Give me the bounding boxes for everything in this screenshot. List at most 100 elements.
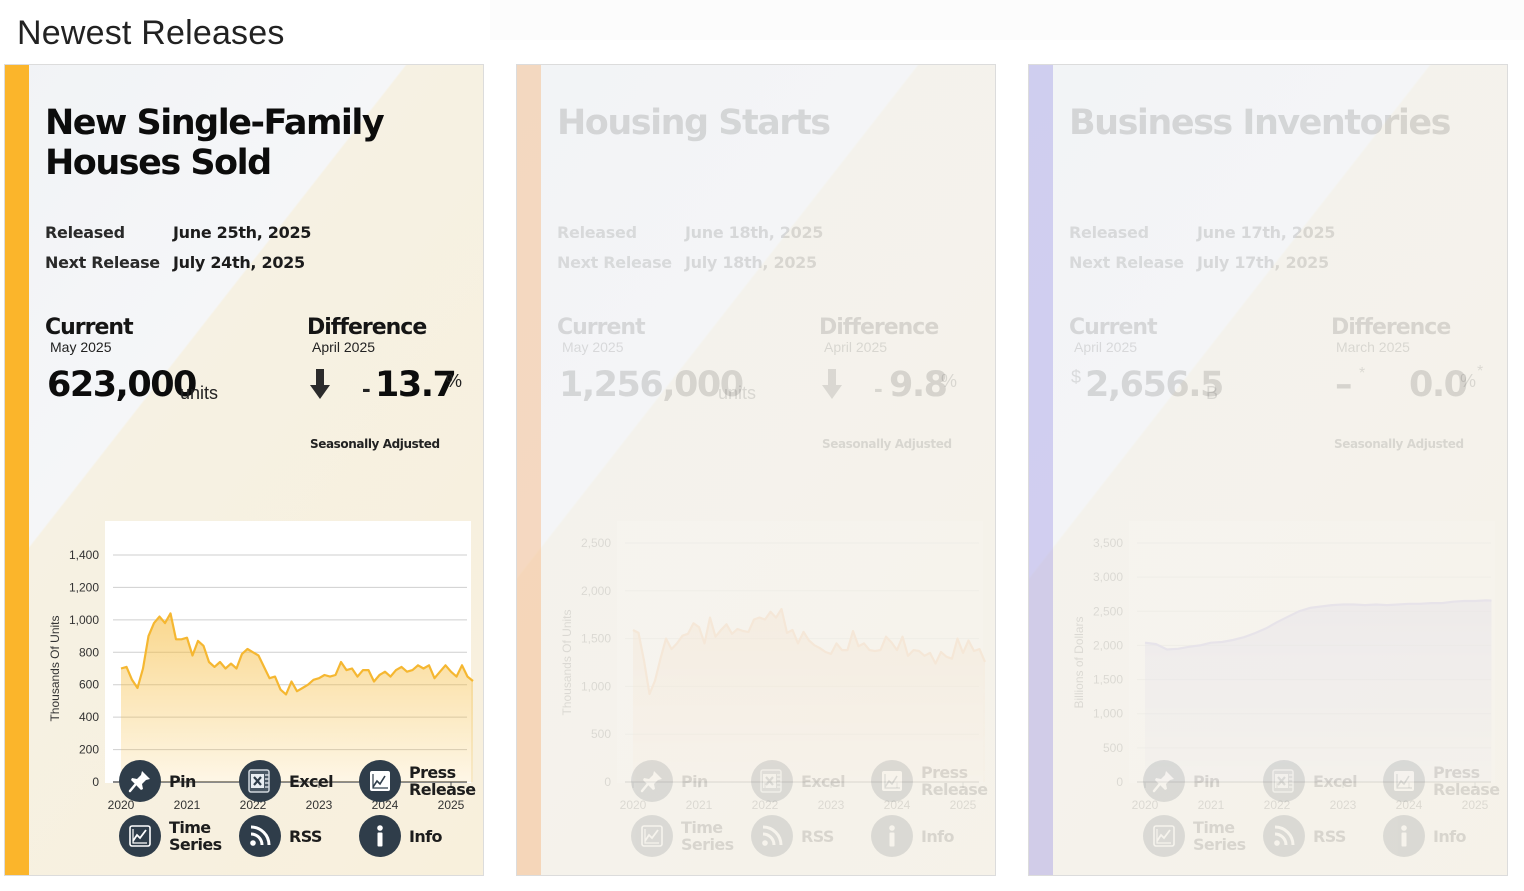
- next-release-date: July 18th, 2025: [685, 253, 817, 272]
- difference-label: Difference: [819, 315, 939, 340]
- press-release-button[interactable]: Press Release: [1383, 760, 1500, 802]
- button-label: Excel: [289, 771, 334, 791]
- button-label: Time Series: [1193, 818, 1246, 854]
- button-label: RSS: [1313, 826, 1346, 846]
- y-tick-label: 0: [92, 775, 99, 789]
- series-line: [120, 612, 474, 696]
- released-date: June 25th, 2025: [173, 223, 312, 242]
- pin-icon: [119, 760, 161, 802]
- y-tick-label: 200: [79, 743, 99, 757]
- footnote-star: *: [1477, 363, 1484, 380]
- x-tick-label: 2024: [1396, 798, 1423, 812]
- x-tick-label: 2023: [818, 798, 845, 812]
- button-label: Pin: [681, 771, 708, 791]
- y-tick-label: 2,500: [581, 536, 611, 550]
- rss-icon: [751, 815, 793, 857]
- pin-button[interactable]: Pin: [119, 760, 196, 802]
- difference-value: 13.7: [375, 365, 457, 405]
- time-series-button[interactable]: Time Series: [631, 815, 734, 857]
- x-tick-label: 2024: [884, 798, 911, 812]
- button-label: Time Series: [169, 818, 222, 854]
- release-card-business-inventories[interactable]: Business Inventories Released June 17th,…: [1028, 64, 1508, 876]
- current-period: April 2025: [1074, 339, 1138, 355]
- excel-icon: [1263, 760, 1305, 802]
- difference-unit: %: [941, 371, 958, 391]
- x-tick-label: 2021: [1198, 798, 1225, 812]
- card-title[interactable]: New Single-Family Houses Sold: [45, 103, 385, 183]
- x-tick-label: 2022: [752, 798, 779, 812]
- y-tick-label: 1,400: [69, 548, 99, 562]
- pin-button[interactable]: Pin: [1143, 760, 1220, 802]
- card-title[interactable]: Business Inventories: [1069, 103, 1451, 143]
- excel-icon: [751, 760, 793, 802]
- released-date: June 18th, 2025: [685, 223, 824, 242]
- next-release-label: Next Release: [1069, 253, 1184, 272]
- x-tick-label: 2025: [950, 798, 977, 812]
- x-tick-label: 2025: [1462, 798, 1489, 812]
- current-label: Current: [1069, 315, 1158, 340]
- time-series-button[interactable]: Time Series: [119, 815, 222, 857]
- press-release-icon: [359, 760, 401, 802]
- excel-button[interactable]: Excel: [239, 760, 334, 802]
- current-period: May 2025: [562, 339, 624, 355]
- excel-icon: [239, 760, 281, 802]
- current-unit: B: [1206, 383, 1219, 403]
- card-accent-bar: [5, 65, 29, 875]
- card-title[interactable]: Housing Starts: [557, 103, 831, 143]
- difference-sign: -: [362, 373, 371, 403]
- button-label: Excel: [801, 771, 846, 791]
- button-label: Info: [921, 826, 955, 846]
- y-axis-label: Thousands Of Units: [560, 609, 574, 715]
- rss-button[interactable]: RSS: [1263, 815, 1346, 857]
- series-line: [1144, 599, 1492, 651]
- button-label: Pin: [169, 771, 196, 791]
- pin-icon: [631, 760, 673, 802]
- difference-sign: -: [874, 373, 883, 403]
- y-tick-label: 2,500: [1093, 604, 1123, 618]
- y-tick-label: 1,500: [581, 632, 611, 646]
- release-chart[interactable]: 0 500 1,000 1,500 2,000 2,500 2020 2021 2022 2023…: [547, 453, 987, 843]
- y-tick-label: 1,000: [69, 613, 99, 627]
- info-button[interactable]: Info: [1383, 815, 1467, 857]
- button-label: Time Series: [681, 818, 734, 854]
- release-card-housing-starts[interactable]: Housing Starts Released June 18th, 2025 …: [516, 64, 996, 876]
- y-tick-label: 0: [1116, 775, 1123, 789]
- press-release-button[interactable]: Press Release: [871, 760, 988, 802]
- current-value: 1,256,000: [559, 365, 744, 405]
- released-label: Released: [45, 223, 125, 242]
- footnote-star: *: [1359, 365, 1366, 382]
- time-series-button[interactable]: Time Series: [1143, 815, 1246, 857]
- x-tick-label: 2021: [686, 798, 713, 812]
- difference-label: Difference: [1331, 315, 1451, 340]
- released-label: Released: [557, 223, 637, 242]
- time-series-icon: [1143, 815, 1185, 857]
- x-tick-label: 2020: [620, 798, 647, 812]
- current-label: Current: [557, 315, 646, 340]
- current-value: 623,000: [47, 365, 197, 405]
- press-release-icon: [1383, 760, 1425, 802]
- info-button[interactable]: Info: [359, 815, 443, 857]
- difference-dash: –: [1335, 365, 1353, 405]
- press-release-button[interactable]: Press Release: [359, 760, 476, 802]
- y-tick-label: 0: [604, 775, 611, 789]
- pin-icon: [1143, 760, 1185, 802]
- series-area: [1145, 600, 1492, 782]
- release-chart[interactable]: 0 500 1,000 1,500 2,000 2,500 3,000 3,500 2020 20…: [1059, 453, 1499, 843]
- seasonally-adjusted-note: Seasonally Adjusted: [822, 437, 952, 451]
- press-release-icon: [871, 760, 913, 802]
- button-label: Pin: [1193, 771, 1220, 791]
- rss-button[interactable]: RSS: [239, 815, 322, 857]
- rss-button[interactable]: RSS: [751, 815, 834, 857]
- y-axis-label: Thousands Of Units: [48, 615, 62, 721]
- x-tick-label: 2021: [174, 798, 201, 812]
- difference-unit: %: [1460, 371, 1477, 391]
- info-button[interactable]: Info: [871, 815, 955, 857]
- excel-button[interactable]: Excel: [751, 760, 846, 802]
- current-unit: units: [180, 383, 219, 403]
- pin-button[interactable]: Pin: [631, 760, 708, 802]
- y-tick-label: 1,500: [1093, 673, 1123, 687]
- difference-period: March 2025: [1336, 339, 1410, 355]
- release-card-new-home-sales[interactable]: New Single-Family Houses Sold Released J…: [4, 64, 484, 876]
- excel-button[interactable]: Excel: [1263, 760, 1358, 802]
